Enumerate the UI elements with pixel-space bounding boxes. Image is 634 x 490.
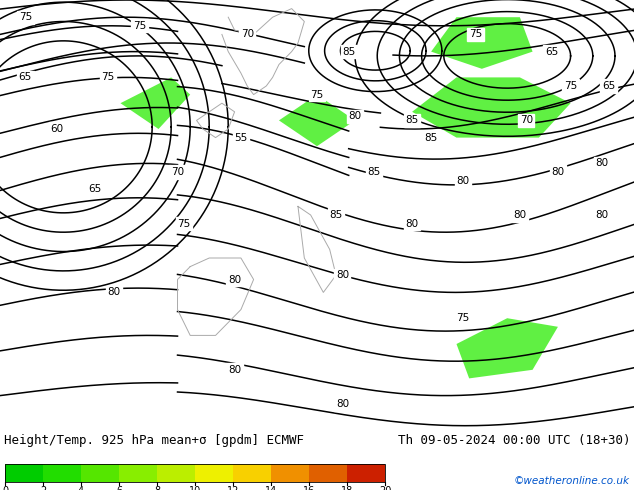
Text: 80: 80 <box>228 274 241 285</box>
Bar <box>43 464 81 482</box>
Text: 80: 80 <box>228 365 241 375</box>
Text: 20: 20 <box>378 486 391 490</box>
Text: 70: 70 <box>241 29 254 39</box>
Text: 80: 80 <box>456 175 469 186</box>
Text: 75: 75 <box>456 313 469 323</box>
Text: 65: 65 <box>545 47 558 57</box>
Text: 75: 75 <box>19 12 32 22</box>
Bar <box>119 464 157 482</box>
Text: 12: 12 <box>227 486 239 490</box>
Text: 80: 80 <box>108 288 120 297</box>
Polygon shape <box>431 17 533 69</box>
Text: 55: 55 <box>235 133 247 143</box>
Text: 16: 16 <box>303 486 315 490</box>
Text: 80: 80 <box>406 219 418 229</box>
Text: 75: 75 <box>469 29 482 39</box>
Bar <box>5 464 385 482</box>
Text: 75: 75 <box>101 73 114 82</box>
Text: 65: 65 <box>19 73 32 82</box>
Text: 80: 80 <box>336 399 349 409</box>
Text: 85: 85 <box>425 133 437 143</box>
Text: ©weatheronline.co.uk: ©weatheronline.co.uk <box>514 476 630 486</box>
Text: 70: 70 <box>520 116 533 125</box>
Text: Th 09-05-2024 00:00 UTC (18+30): Th 09-05-2024 00:00 UTC (18+30) <box>398 434 630 447</box>
Text: 85: 85 <box>406 116 418 125</box>
Text: 75: 75 <box>311 90 323 99</box>
Bar <box>81 464 119 482</box>
Bar <box>347 464 385 482</box>
Text: 85: 85 <box>368 167 380 177</box>
Text: 85: 85 <box>342 47 355 57</box>
Text: 80: 80 <box>596 210 609 220</box>
Bar <box>309 464 347 482</box>
Text: 18: 18 <box>341 486 353 490</box>
Text: 75: 75 <box>564 81 577 91</box>
Text: 6: 6 <box>116 486 122 490</box>
Bar <box>271 464 309 482</box>
Text: 0: 0 <box>2 486 8 490</box>
Polygon shape <box>412 77 571 138</box>
Text: 70: 70 <box>171 167 184 177</box>
Polygon shape <box>456 318 558 378</box>
Text: 80: 80 <box>552 167 564 177</box>
Text: 8: 8 <box>154 486 160 490</box>
Text: Height/Temp. 925 hPa mean+σ [gpdm] ECMWF: Height/Temp. 925 hPa mean+σ [gpdm] ECMWF <box>4 434 304 447</box>
Text: 85: 85 <box>330 210 342 220</box>
Text: 75: 75 <box>133 21 146 31</box>
Text: 80: 80 <box>596 158 609 169</box>
Text: 2: 2 <box>40 486 46 490</box>
Text: 65: 65 <box>89 184 101 194</box>
Text: 14: 14 <box>265 486 277 490</box>
Bar <box>195 464 233 482</box>
Text: 10: 10 <box>189 486 201 490</box>
Text: 80: 80 <box>349 111 361 121</box>
Polygon shape <box>279 95 355 146</box>
Bar <box>5 464 43 482</box>
Text: 4: 4 <box>78 486 84 490</box>
Text: 60: 60 <box>51 124 63 134</box>
Bar <box>157 464 195 482</box>
Text: 65: 65 <box>602 81 615 91</box>
Text: 75: 75 <box>178 219 190 229</box>
Polygon shape <box>120 77 190 129</box>
Text: 80: 80 <box>336 270 349 280</box>
Bar <box>233 464 271 482</box>
Text: 80: 80 <box>514 210 526 220</box>
